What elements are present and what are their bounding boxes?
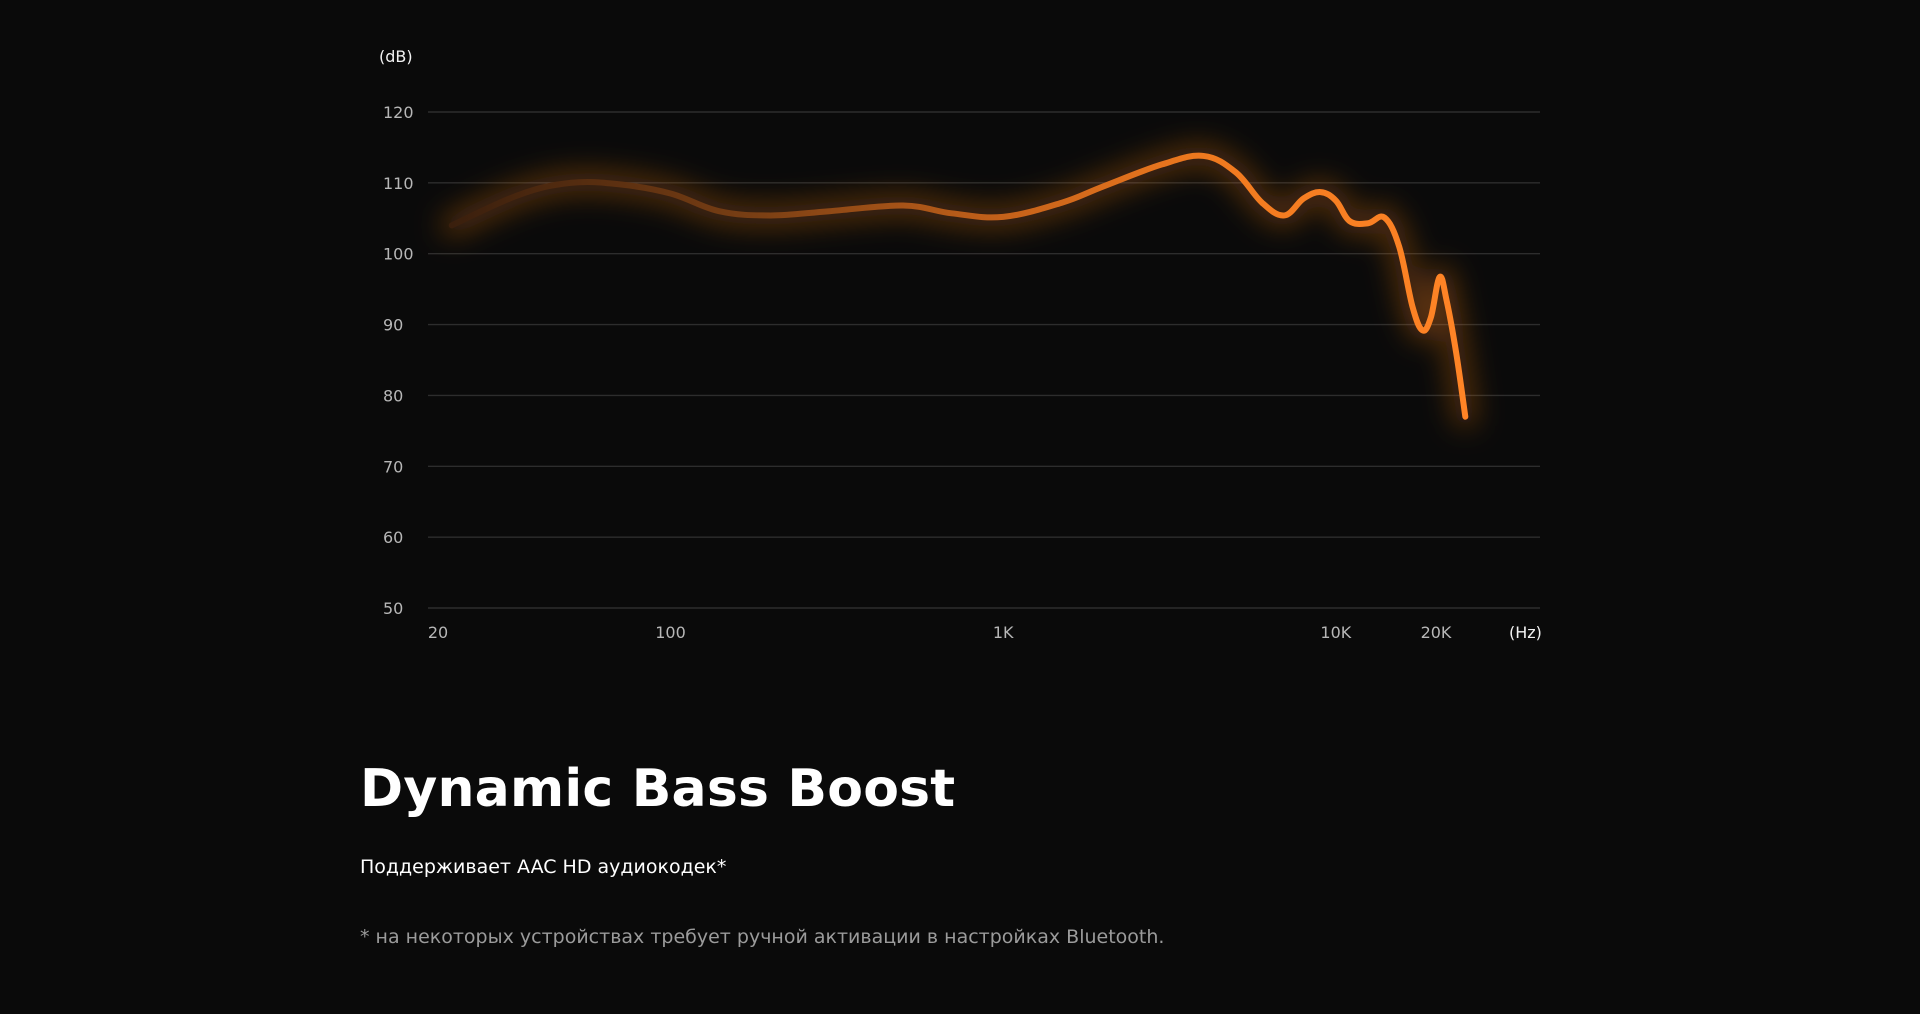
y-tick-label: 80	[383, 386, 403, 405]
y-axis-ticks: 120 110 100 90 80 70 60 50	[383, 103, 414, 618]
y-tick-label: 100	[383, 245, 414, 264]
chart-svg: 120 110 100 90 80 70 60 50 20 100 1K 10K 20K (dB) (…	[379, 47, 1542, 642]
x-tick-label: 20K	[1421, 623, 1452, 642]
y-axis-label: (dB)	[379, 47, 413, 66]
frequency-response-chart: 120 110 100 90 80 70 60 50 20 100 1K 10K 20K (dB) (…	[379, 47, 1542, 642]
x-tick-label: 10K	[1320, 623, 1351, 642]
y-tick-label: 120	[383, 103, 414, 122]
feature-footnote: * на некоторых устройствах требует ручно…	[360, 926, 1165, 949]
y-tick-label: 70	[383, 457, 403, 476]
x-tick-label: 100	[655, 623, 686, 642]
feature-section: Dynamic Bass Boost Поддерживает AAC HD а…	[360, 759, 1560, 951]
y-tick-label: 110	[383, 174, 414, 193]
x-tick-label: 1K	[993, 623, 1014, 642]
response-curve	[448, 152, 1469, 420]
feature-title: Dynamic Bass Boost	[360, 759, 956, 819]
y-tick-label: 50	[383, 599, 403, 618]
x-axis-label: (Hz)	[1509, 623, 1542, 642]
y-tick-label: 60	[383, 528, 403, 547]
y-tick-label: 90	[383, 316, 403, 335]
feature-subtitle: Поддерживает AAC HD аудиокодек*	[360, 855, 727, 878]
x-axis-ticks: 20 100 1K 10K 20K	[428, 623, 1452, 642]
x-tick-label: 20	[428, 623, 448, 642]
